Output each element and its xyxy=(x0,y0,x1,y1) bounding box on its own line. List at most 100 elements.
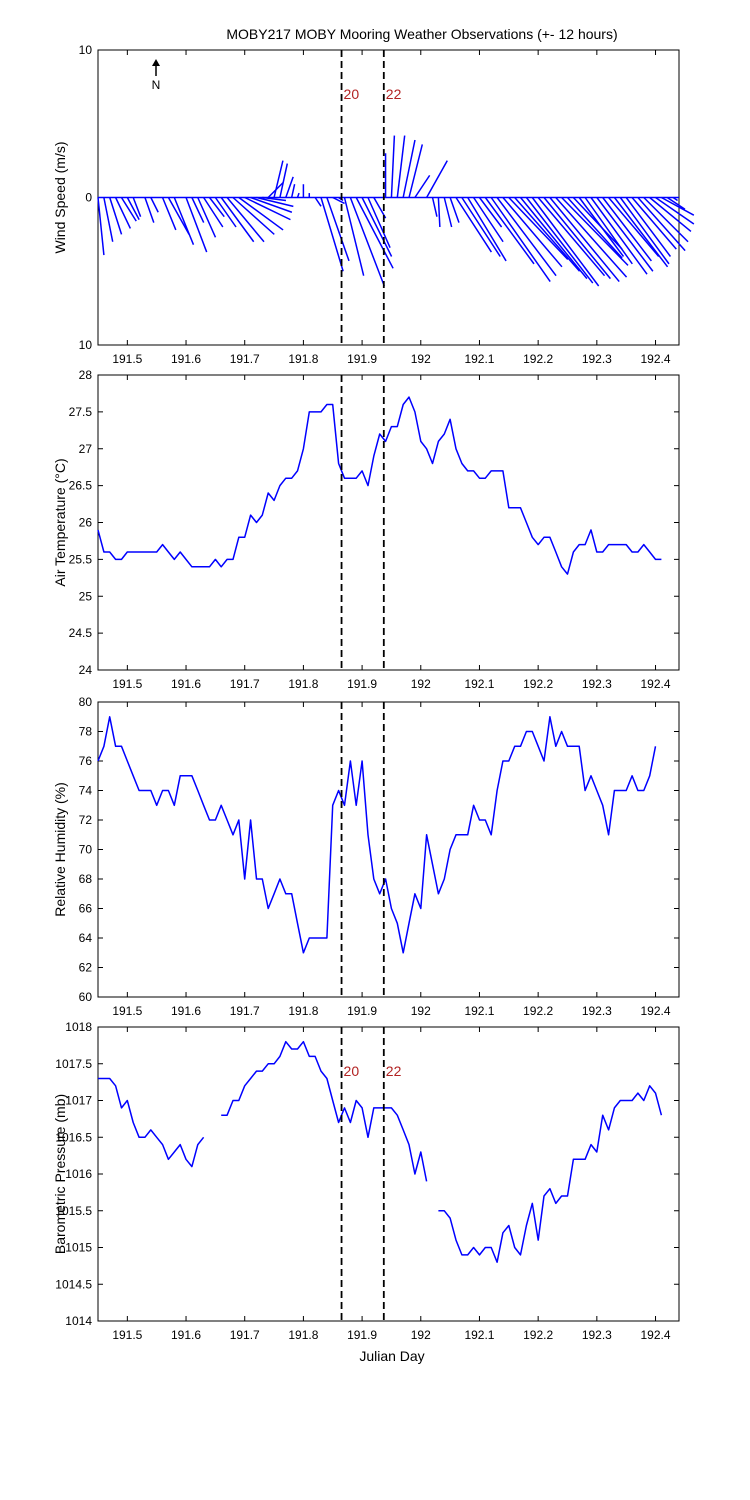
y-axis-label: Air Temperature (°C) xyxy=(52,458,68,586)
x-tick-label: 191.6 xyxy=(171,1004,201,1018)
wind-vector xyxy=(390,135,396,198)
x-tick-label: 192 xyxy=(411,1328,431,1342)
x-tick-label: 192.3 xyxy=(582,1004,612,1018)
wind-vector xyxy=(596,197,654,272)
x-tick-label: 192.1 xyxy=(464,677,494,691)
wind-vector xyxy=(132,197,142,217)
wind-vector xyxy=(203,197,224,228)
y-tick-label: 26.5 xyxy=(69,479,93,493)
wind-vector xyxy=(443,197,453,228)
wind-vector xyxy=(555,197,628,278)
y-tick-label: 1015.5 xyxy=(55,1204,92,1218)
wind-vector xyxy=(514,197,581,272)
wind-vector xyxy=(120,197,137,222)
x-tick-label: 192 xyxy=(411,677,431,691)
y-tick-label: 1017.5 xyxy=(55,1057,92,1071)
wind-vector xyxy=(232,196,275,235)
north-label: N xyxy=(152,78,161,92)
y-tick-label: 1014 xyxy=(65,1314,92,1328)
wind-vector xyxy=(519,197,588,280)
wind-vector xyxy=(262,196,287,202)
x-tick-label: 191.8 xyxy=(288,1328,318,1342)
wind-vector xyxy=(590,197,648,275)
wind-vector xyxy=(191,197,205,223)
x-tick-label: 192.2 xyxy=(523,1328,553,1342)
x-tick-label: 191.8 xyxy=(288,1004,318,1018)
plot-frame xyxy=(97,701,680,998)
x-tick-label: 191.8 xyxy=(288,677,318,691)
x-axis-label: Julian Day xyxy=(359,1348,424,1364)
wind-vector xyxy=(484,197,535,265)
x-tick-label: 191.5 xyxy=(112,677,142,691)
y-tick-label: 1016.5 xyxy=(55,1130,92,1144)
x-tick-label: 191.7 xyxy=(230,1004,260,1018)
wind-vector xyxy=(549,197,620,283)
wind-vector xyxy=(490,197,551,283)
series-line xyxy=(438,1085,663,1263)
wind-vector xyxy=(144,197,155,223)
wind-vector xyxy=(531,197,600,287)
wind-vector xyxy=(672,196,678,202)
wind-vector xyxy=(97,197,105,256)
x-tick-label: 191.7 xyxy=(230,1328,260,1342)
wind-vector xyxy=(185,197,208,253)
x-tick-label: 191.9 xyxy=(347,1328,377,1342)
wind-vector xyxy=(349,197,385,287)
wind-vector xyxy=(367,197,391,248)
event-marker-label: 20 xyxy=(344,1063,360,1079)
y-tick-label: 60 xyxy=(79,990,93,1004)
wind-vector xyxy=(637,197,686,252)
y-axis-label: Relative Humidity (%) xyxy=(52,782,68,917)
wind-vector xyxy=(525,197,594,284)
x-tick-label: 191.7 xyxy=(230,677,260,691)
wind-vector xyxy=(437,197,441,228)
wind-vector xyxy=(126,197,140,220)
x-tick-label: 192 xyxy=(411,352,431,366)
wind-vector xyxy=(279,163,289,198)
wind-speed-panel: 191.5 191.6 191.7 191.8 191.9 192 192.1 192.2 19… xyxy=(52,43,695,366)
event-marker-label: 22 xyxy=(386,86,402,102)
event-marker-label: 20 xyxy=(344,86,360,102)
y-tick-label: 1017 xyxy=(65,1094,92,1108)
wind-vector xyxy=(431,197,438,217)
series-line xyxy=(97,716,657,954)
wind-vector xyxy=(561,196,629,266)
wind-vector xyxy=(455,197,493,253)
wind-vector xyxy=(314,197,322,207)
series-line xyxy=(221,1040,428,1182)
x-tick-label: 191.6 xyxy=(171,1328,201,1342)
y-tick-label: 10 xyxy=(79,338,93,352)
x-tick-label: 191.9 xyxy=(347,1004,377,1018)
wind-vector xyxy=(655,196,695,225)
air-temperature-panel: 191.5 191.6 191.7 191.8 191.9 192 192.1 192.2 19… xyxy=(52,368,680,691)
wind-vector xyxy=(408,144,424,198)
wind-vector xyxy=(578,197,625,257)
wind-vector xyxy=(250,196,293,213)
wind-vector xyxy=(661,196,695,216)
wind-vector xyxy=(666,196,686,210)
wind-vector xyxy=(355,197,394,269)
y-tick-label: 78 xyxy=(79,725,93,739)
wind-vector xyxy=(109,197,123,235)
wind-vector xyxy=(625,197,672,257)
y-tick-label: 76 xyxy=(79,754,93,768)
wind-vector xyxy=(537,197,606,277)
y-tick-label: 28 xyxy=(79,368,93,382)
series-line xyxy=(98,1077,205,1168)
wind-vector xyxy=(602,197,652,262)
wind-vector xyxy=(631,197,677,250)
barometric-pressure-panel: 191.5 191.6 191.7 191.8 191.9 192 192.1 192.2 19… xyxy=(52,1020,680,1342)
y-tick-label: 10 xyxy=(79,43,93,57)
y-tick-label: 72 xyxy=(79,813,93,827)
x-tick-label: 192.4 xyxy=(641,1328,671,1342)
y-tick-label: 62 xyxy=(79,961,93,975)
y-axis-label: Wind Speed (m/s) xyxy=(52,141,68,253)
wind-vector xyxy=(244,196,291,221)
x-tick-label: 192.4 xyxy=(641,352,671,366)
wind-vector xyxy=(220,197,255,243)
wind-vector xyxy=(103,197,114,242)
x-tick-label: 191.6 xyxy=(171,352,201,366)
wind-vector xyxy=(619,197,670,265)
x-tick-label: 191.9 xyxy=(347,677,377,691)
x-tick-label: 192.3 xyxy=(582,677,612,691)
